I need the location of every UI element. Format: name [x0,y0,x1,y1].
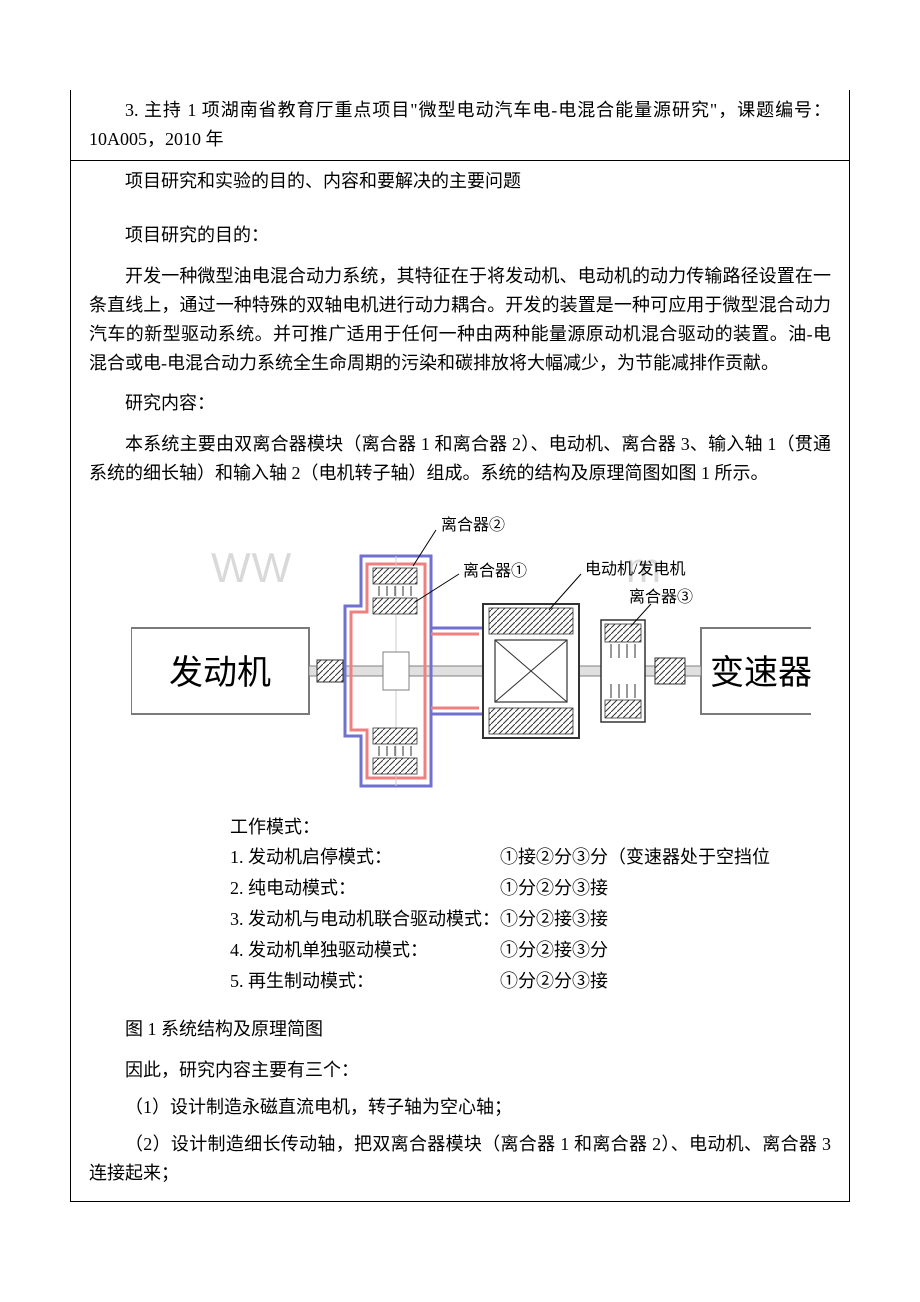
section-heading: 项目研究和实验的目的、内容和要解决的主要问题 [125,171,521,191]
mode-row-3: 3. 发动机与电动机联合驱动模式： ①分②接③接 [149,905,813,934]
mode-3-right: ①分②接③接 [500,905,608,934]
purpose-body: 开发一种微型油电混合动力系统，其特征在于将发动机、电动机的动力传输路径设置在一条… [89,266,831,372]
purpose-body-row: 开发一种微型油电混合动力系统，其特征在于将发动机、电动机的动力传输路径设置在一条… [71,256,849,383]
motor-label: 电动机/发电机 [585,560,685,578]
therefore-row: 因此，研究内容主要有三个： [71,1050,849,1091]
purpose-heading-row: 项目研究的目的： [71,215,849,256]
clutch3-block [601,620,645,722]
mode-1-right: ①接②分③分（变速器处于空挡位 [500,843,770,872]
modes-title: 工作模式： [149,813,813,842]
mode-4-left: 4. 发动机单独驱动模式： [230,936,500,965]
document-table: 3. 主持 1 项湖南省教育厅重点项目"微型电动汽车电-电混合能量源研究"，课题… [70,90,850,1202]
mode-4-right: ①分②接③分 [500,936,608,965]
content-heading-row: 研究内容： [71,383,849,424]
item-1: （1）设计制造永磁直流电机，转子轴为空心轴； [125,1097,512,1117]
section-heading-row: 项目研究和实验的目的、内容和要解决的主要问题 [71,161,849,202]
mode-5-right: ①分②分③接 [500,967,608,996]
modes-block: 工作模式： 1. 发动机启停模式： ①接②分③分（变速器处于空挡位 2. 纯电动… [131,807,831,1004]
mode-1-left: 1. 发动机启停模式： [230,843,500,872]
clutch1-label: 离合器① [463,562,527,580]
clutch3-label: 离合器③ [629,588,693,606]
prev-project-text: 3. 主持 1 项湖南省教育厅重点项目"微型电动汽车电-电混合能量源研究"，课题… [89,100,831,149]
item-2-row: （2）设计制造细长传动轴，把双离合器模块（离合器 1 和离合器 2）、电动机、离… [71,1124,849,1194]
mode-row-5: 5. 再生制动模式： ①分②分③接 [149,967,813,996]
therefore-line: 因此，研究内容主要有三个： [125,1060,359,1080]
content-body-row: 本系统主要由双离合器模块（离合器 1 和离合器 2）、电动机、离合器 3、输入轴… [71,424,849,494]
fig-caption: 图 1 系统结构及原理简图 [125,1019,323,1039]
bottom-spacer [71,1193,849,1201]
content-body: 本系统主要由双离合器模块（离合器 1 和离合器 2）、电动机、离合器 3、输入轴… [89,434,831,483]
system-diagram-svg: 发动机 变速器 [131,508,811,798]
mode-2-left: 2. 纯电动模式： [230,874,500,903]
row-prev-project: 3. 主持 1 项湖南省教育厅重点项目"微型电动汽车电-电混合能量源研究"，课题… [71,90,849,160]
item-1-row: （1）设计制造永磁直流电机，转子轴为空心轴； [71,1091,849,1124]
figure-1: WW m 发动机 变速器 [71,494,849,1010]
mode-row-4: 4. 发动机单独驱动模式： ①分②接③分 [149,936,813,965]
purpose-heading: 项目研究的目的： [125,225,269,245]
coupling-right [655,658,685,684]
mode-2-right: ①分②分③接 [500,874,608,903]
item-2: （2）设计制造细长传动轴，把双离合器模块（离合器 1 和离合器 2）、电动机、离… [89,1130,831,1188]
motor-block [483,604,579,738]
content-heading: 研究内容： [125,393,215,413]
mode-5-left: 5. 再生制动模式： [230,967,500,996]
gearbox-label: 变速器 [710,654,811,692]
mode-3-left: 3. 发动机与电动机联合驱动模式： [230,905,500,934]
mode-row-2: 2. 纯电动模式： ①分②分③接 [149,874,813,903]
spacer [71,201,849,215]
clutch2-label: 离合器② [441,516,505,534]
fig-caption-row: 图 1 系统结构及原理简图 [71,1009,849,1050]
engine-label: 发动机 [169,654,271,692]
mode-row-1: 1. 发动机启停模式： ①接②分③分（变速器处于空挡位 [149,843,813,872]
coupling-left [317,660,343,682]
